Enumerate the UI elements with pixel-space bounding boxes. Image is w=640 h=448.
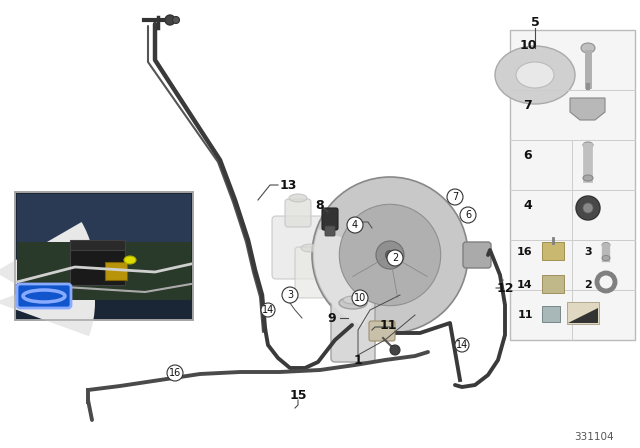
Circle shape: [460, 207, 476, 223]
Circle shape: [173, 17, 179, 23]
Text: 7: 7: [524, 99, 532, 112]
FancyBboxPatch shape: [295, 247, 325, 298]
Text: 11: 11: [517, 310, 532, 320]
Circle shape: [282, 287, 298, 303]
Text: 16: 16: [517, 247, 533, 257]
Text: 10: 10: [354, 293, 366, 303]
Bar: [510, 30, 635, 340]
Text: 6: 6: [524, 148, 532, 161]
FancyBboxPatch shape: [369, 321, 395, 341]
Text: 2: 2: [392, 253, 398, 263]
FancyBboxPatch shape: [322, 208, 338, 230]
Ellipse shape: [343, 296, 363, 304]
FancyBboxPatch shape: [272, 216, 324, 279]
Ellipse shape: [516, 62, 554, 88]
Circle shape: [447, 189, 463, 205]
Ellipse shape: [339, 297, 367, 309]
Polygon shape: [568, 308, 598, 323]
FancyBboxPatch shape: [285, 199, 311, 227]
Text: 3: 3: [584, 247, 592, 257]
Text: 9: 9: [328, 311, 336, 324]
Text: 14: 14: [517, 280, 533, 290]
Text: 3: 3: [287, 290, 293, 300]
Ellipse shape: [602, 242, 610, 247]
Circle shape: [312, 177, 468, 333]
Bar: [70, 247, 125, 285]
Polygon shape: [570, 98, 605, 120]
FancyBboxPatch shape: [331, 299, 375, 362]
FancyBboxPatch shape: [567, 302, 599, 324]
Bar: [105, 262, 127, 280]
Text: 15: 15: [289, 388, 307, 401]
Bar: [70, 240, 125, 250]
Ellipse shape: [602, 255, 610, 260]
Bar: [17, 242, 191, 300]
Bar: [542, 306, 560, 322]
Circle shape: [339, 204, 441, 306]
Text: 13: 13: [279, 178, 297, 191]
Text: 4: 4: [524, 198, 532, 211]
Circle shape: [347, 217, 363, 233]
Text: 4: 4: [352, 220, 358, 230]
Wedge shape: [0, 222, 95, 322]
Circle shape: [261, 303, 275, 317]
Text: 16: 16: [169, 368, 181, 378]
Circle shape: [385, 250, 395, 260]
Bar: [15, 192, 193, 320]
Circle shape: [167, 365, 183, 381]
Text: 331104: 331104: [574, 432, 614, 442]
FancyBboxPatch shape: [325, 226, 335, 236]
Bar: [542, 275, 564, 293]
Text: 10: 10: [519, 39, 537, 52]
Text: 7: 7: [452, 192, 458, 202]
Text: 11: 11: [380, 319, 397, 332]
Circle shape: [390, 345, 400, 355]
Text: 14: 14: [262, 305, 274, 315]
Circle shape: [583, 203, 593, 213]
Circle shape: [165, 15, 175, 25]
FancyBboxPatch shape: [463, 242, 491, 268]
Text: 5: 5: [531, 16, 540, 29]
Bar: [542, 242, 564, 260]
Text: 6: 6: [465, 210, 471, 220]
Ellipse shape: [289, 194, 307, 202]
Wedge shape: [314, 229, 390, 327]
Ellipse shape: [583, 142, 593, 148]
Circle shape: [376, 241, 404, 269]
Text: 2: 2: [584, 280, 592, 290]
Ellipse shape: [495, 46, 575, 104]
Text: 14: 14: [456, 340, 468, 350]
FancyBboxPatch shape: [17, 284, 71, 308]
Text: 8: 8: [316, 198, 324, 211]
Ellipse shape: [583, 175, 593, 181]
Ellipse shape: [581, 43, 595, 53]
Bar: [17, 194, 191, 245]
Circle shape: [455, 338, 469, 352]
Circle shape: [576, 196, 600, 220]
Wedge shape: [0, 268, 95, 336]
Ellipse shape: [124, 256, 136, 264]
Text: 12: 12: [496, 281, 514, 294]
Text: 1: 1: [354, 353, 362, 366]
Bar: [15, 192, 193, 320]
Circle shape: [387, 250, 403, 266]
Ellipse shape: [301, 244, 319, 252]
Circle shape: [352, 290, 368, 306]
